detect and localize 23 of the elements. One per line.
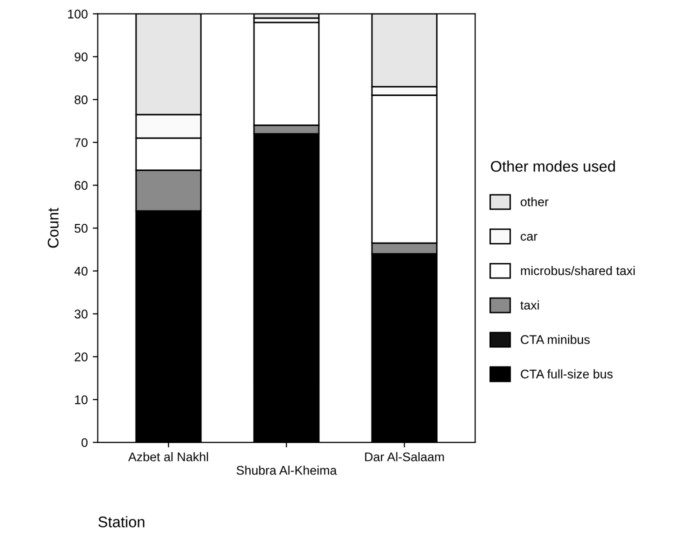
x-tick-label: Dar Al-Salaam (365, 452, 444, 462)
x-tick-label: Azbet al Nakhl (128, 452, 208, 462)
y-tick-label: 0 (82, 438, 88, 448)
legend-label: taxi (520, 300, 539, 310)
y-tick-label: 10 (75, 395, 88, 404)
y-tick-label: 80 (74, 95, 88, 104)
legend-label: car (520, 234, 538, 241)
y-axis-title: Count (48, 208, 59, 248)
x-tick-label: Shubra Al-Kheima (236, 466, 337, 475)
legend-label: CTA full-size bus (520, 369, 613, 378)
y-tick-label: 60 (74, 181, 88, 190)
legend-label: microbus/shared taxi (521, 266, 635, 276)
y-tick-label: 70 (74, 138, 88, 148)
y-tick-label: 20 (74, 352, 88, 362)
y-tick-label: 90 (74, 52, 88, 62)
y-tick-label: 30 (74, 310, 88, 318)
legend-label: CTA minibus (520, 334, 590, 344)
y-tick-label: 40 (74, 266, 88, 276)
y-tick-label: 50 (74, 224, 88, 233)
legend-title: Other modes used (490, 160, 615, 172)
y-tick-label: 100 (68, 10, 88, 18)
legend-label: other (520, 197, 548, 206)
x-axis-title: Station (98, 516, 144, 528)
